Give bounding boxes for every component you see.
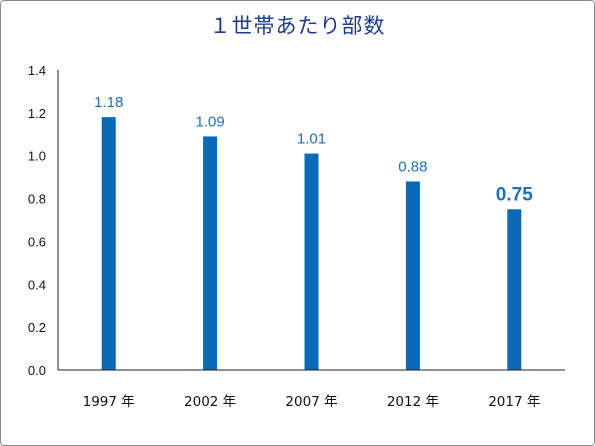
- y-tick-label: 1.2: [28, 106, 46, 121]
- x-axis-ticks: 1997 年 2002 年 2007 年 2012 年 2017 年: [83, 394, 541, 410]
- bar-2007-年: [304, 153, 319, 370]
- y-tick-label: 1.4: [28, 63, 46, 78]
- x-tick-label: 2012 年: [387, 394, 439, 410]
- y-tick-label: 0.8: [28, 192, 46, 207]
- data-labels: 1.18 1.09 1.01 0.88 0.75: [94, 94, 533, 205]
- x-tick-label: 2007 年: [285, 394, 337, 410]
- x-tick-label: 1997 年: [83, 394, 135, 410]
- y-tick-label: 0.6: [28, 234, 46, 249]
- data-label: 1.09: [195, 113, 224, 130]
- bar-2012-年: [405, 181, 420, 370]
- x-tick-label: 2017 年: [488, 394, 540, 410]
- y-tick-label: 1.0: [28, 149, 46, 164]
- bar-2017-年: [507, 209, 522, 370]
- y-tick-label: 0.0: [28, 363, 46, 378]
- y-tick-label: 0.4: [28, 277, 46, 292]
- chart-title: １世帯あたり部数: [209, 14, 386, 38]
- data-label: 1.18: [94, 94, 123, 111]
- y-tick-label: 0.2: [28, 320, 46, 335]
- data-label: 0.75: [496, 184, 533, 205]
- data-label: 0.88: [398, 158, 427, 175]
- bar-1997-年: [101, 117, 116, 371]
- y-axis-ticks: 0.0 0.2 0.4 0.6 0.8 1.0 1.2 1.4: [28, 63, 46, 378]
- x-tick-label: 2002 年: [184, 394, 236, 410]
- bars: [101, 117, 522, 371]
- data-label: 1.01: [297, 131, 326, 148]
- bar-2002-年: [203, 136, 218, 370]
